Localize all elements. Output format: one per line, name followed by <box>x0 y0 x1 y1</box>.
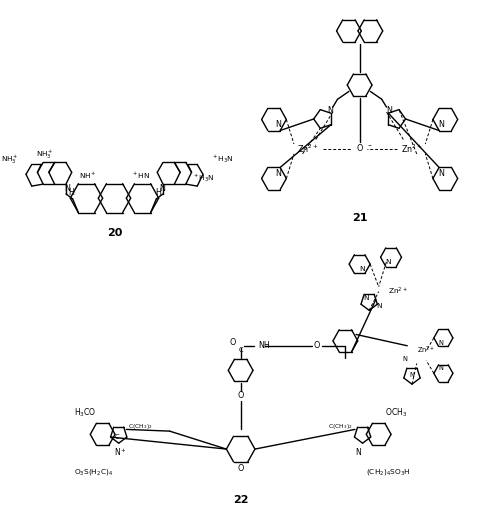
Text: N: N <box>327 106 333 115</box>
Text: N: N <box>438 340 443 346</box>
Text: O: O <box>313 341 320 351</box>
Text: $^+$H$_3$N: $^+$H$_3$N <box>211 154 233 165</box>
Text: H: H <box>68 187 74 197</box>
Text: N: N <box>439 169 444 178</box>
Text: NH$_3^+$: NH$_3^+$ <box>36 148 54 161</box>
Text: H$_3$CO: H$_3$CO <box>74 406 96 419</box>
Text: Zn$^{2+}$: Zn$^{2+}$ <box>388 286 408 297</box>
Text: N: N <box>159 183 165 193</box>
Text: C: C <box>115 434 119 440</box>
Text: 21: 21 <box>352 213 367 223</box>
Text: $^+$H$_3$N: $^+$H$_3$N <box>192 173 214 184</box>
Text: OCH$_3$: OCH$_3$ <box>385 406 407 419</box>
Text: NH: NH <box>258 341 270 351</box>
Text: 22: 22 <box>233 495 249 505</box>
Text: Zn$^{2+}$: Zn$^{2+}$ <box>297 143 318 155</box>
Text: N: N <box>275 169 281 178</box>
Text: O: O <box>230 338 236 347</box>
Text: N: N <box>409 372 414 378</box>
Text: H: H <box>156 187 161 197</box>
Text: $\mathregular{C(CH_3)_2}$: $\mathregular{C(CH_3)_2}$ <box>328 422 353 431</box>
Text: N: N <box>64 183 70 193</box>
Text: N: N <box>363 295 369 301</box>
Text: N: N <box>385 259 391 265</box>
Text: N: N <box>360 266 365 272</box>
Text: O$_3$S(H$_2$C)$_4$: O$_3$S(H$_2$C)$_4$ <box>73 467 113 477</box>
Text: N: N <box>439 120 444 129</box>
Text: N: N <box>386 106 392 115</box>
Text: $\mathregular{C(CH_3)_2}$: $\mathregular{C(CH_3)_2}$ <box>128 422 153 431</box>
Text: NH$^+$: NH$^+$ <box>79 171 97 181</box>
Text: O: O <box>238 464 244 473</box>
Text: N: N <box>438 365 443 371</box>
Text: N: N <box>275 120 281 129</box>
Text: 20: 20 <box>107 228 122 238</box>
Text: N: N <box>402 356 407 362</box>
Text: C: C <box>239 346 243 353</box>
Text: N$^+$: N$^+$ <box>114 446 127 458</box>
Text: $^-$: $^-$ <box>367 143 373 149</box>
Text: Zn$^{2+}$: Zn$^{2+}$ <box>417 345 435 356</box>
Text: N: N <box>355 448 360 457</box>
Text: (CH$_2$)$_4$SO$_3$H: (CH$_2$)$_4$SO$_3$H <box>366 467 410 477</box>
Text: N: N <box>376 303 382 309</box>
Text: O: O <box>357 144 363 153</box>
Text: Zn$^{2+}$: Zn$^{2+}$ <box>401 143 423 155</box>
Text: NH$_3^+$: NH$_3^+$ <box>1 153 18 166</box>
Text: $^+$HN: $^+$HN <box>131 171 150 181</box>
Text: O: O <box>238 392 244 400</box>
